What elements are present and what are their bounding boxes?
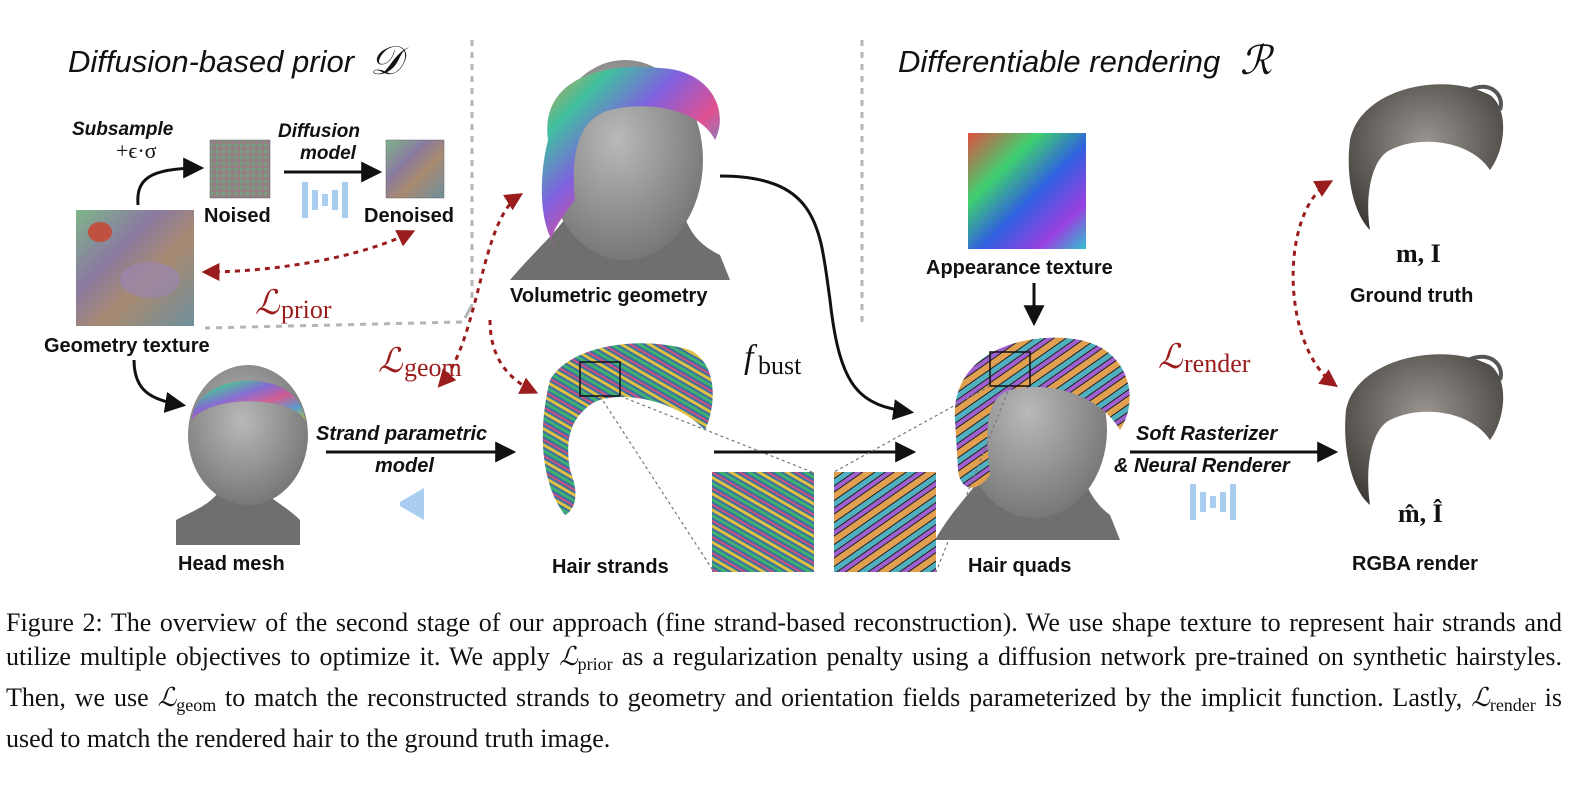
caption-subscript-prior: prior [577,654,613,674]
strand-model-label-2: model [375,455,434,477]
svg-text:render: render [1184,349,1251,378]
rgba-render-label: RGBA render [1352,553,1478,575]
appearance-texture-label: Appearance texture [926,257,1113,279]
subsample-arrow [136,157,205,206]
strand-model-label-1: Strand parametric [316,423,487,445]
geometry-texture-image [76,210,194,326]
svg-text:geom: geom [404,353,462,382]
svg-text:ℒ: ℒ [378,343,404,380]
svg-text:m̂, Î: m̂, Î [1398,499,1443,528]
ground-truth-image [1348,84,1504,230]
caption-part-2: as a regularization penalty using a diff… [6,642,1562,712]
hair-quads-image [935,337,1130,540]
render-loss-arrow [1291,180,1338,388]
head-mesh-label: Head mesh [178,553,285,575]
noised-texture-image [209,139,271,199]
geom-loss-label: ℒ geom [378,343,462,382]
caption-part-3: to match the reconstructed strands to ge… [216,683,1472,712]
hair-quads-label: Hair quads [968,555,1071,577]
strand-decoder-icon [400,488,424,520]
subsample-label: Subsample [72,119,174,140]
caption-loss-symbol-3: ℒ [1471,683,1490,713]
to-head-mesh-arrow [132,359,187,413]
svg-text:bust: bust [758,351,802,380]
differentiable-rendering-title: Differentiable rendering [898,44,1220,79]
geometry-texture-label: Geometry texture [44,335,210,357]
strands-zoom-inset [712,472,814,572]
svg-text:ℒ: ℒ [1158,339,1184,376]
volumetric-geometry-image [510,60,730,280]
denoised-label: Denoised [364,205,454,227]
geom-loss-arrow-upper [437,193,524,388]
svg-text:ℒ: ℒ [255,285,281,322]
figure-caption: Figure 2: The overview of the second sta… [6,606,1562,756]
diffusion-model-label-1: Diffusion [278,121,360,142]
caption-subscript-render: render [1489,695,1536,715]
appearance-texture-image [968,133,1086,249]
svg-text:prior: prior [281,295,332,324]
hair-strands-image [542,343,713,515]
diffusion-prior-title: Diffusion-based prior [68,44,356,79]
neural-renderer-icon [1190,484,1236,520]
volumetric-to-quads-arrow [719,174,915,421]
denoised-texture-image [385,139,445,199]
rgba-render-image [1345,354,1504,505]
caption-loss-symbol-2: ℒ [157,683,177,713]
ground-truth-label: Ground truth [1350,285,1473,307]
prior-loss-label: ℒ prior [255,285,332,324]
head-mesh-image [176,365,308,545]
quads-zoom-inset [834,472,936,572]
geom-loss-arrow-lower [488,319,539,394]
caption-part-1: Figure 2: The overview of the second sta… [6,608,1562,671]
svg-text:f: f [744,339,758,376]
pipeline-diagram: Diffusion-based prior 𝒟 Differentiable r… [44,38,1504,578]
rasterizer-label-2: & Neural Renderer [1114,455,1291,477]
differentiable-rendering-symbol: ℛ [1240,38,1275,83]
diffusion-model-label-2: model [300,143,357,164]
caption-loss-symbol-1: ℒ [558,642,578,672]
diffusion-prior-symbol: 𝒟 [370,38,409,83]
f-bust-label: f bust [744,339,802,380]
prior-loss-arrow [201,230,416,281]
volumetric-geometry-label: Volumetric geometry [510,285,708,307]
ground-truth-symbols: m, I [1396,239,1441,268]
caption-subscript-geom: geom [176,695,217,715]
render-symbols: m̂, Î [1398,499,1443,528]
diffusion-network-icon [302,182,348,218]
rasterizer-label-1: Soft Rasterizer [1136,423,1278,445]
hair-strands-label: Hair strands [552,556,669,578]
caption-part-4: is used to match the rendered hair to th… [6,683,1562,753]
render-loss-label: ℒ render [1158,339,1251,378]
noise-formula: +ϵ·σ [116,138,157,163]
noised-label: Noised [204,205,271,227]
svg-text:m, I: m, I [1396,239,1441,268]
